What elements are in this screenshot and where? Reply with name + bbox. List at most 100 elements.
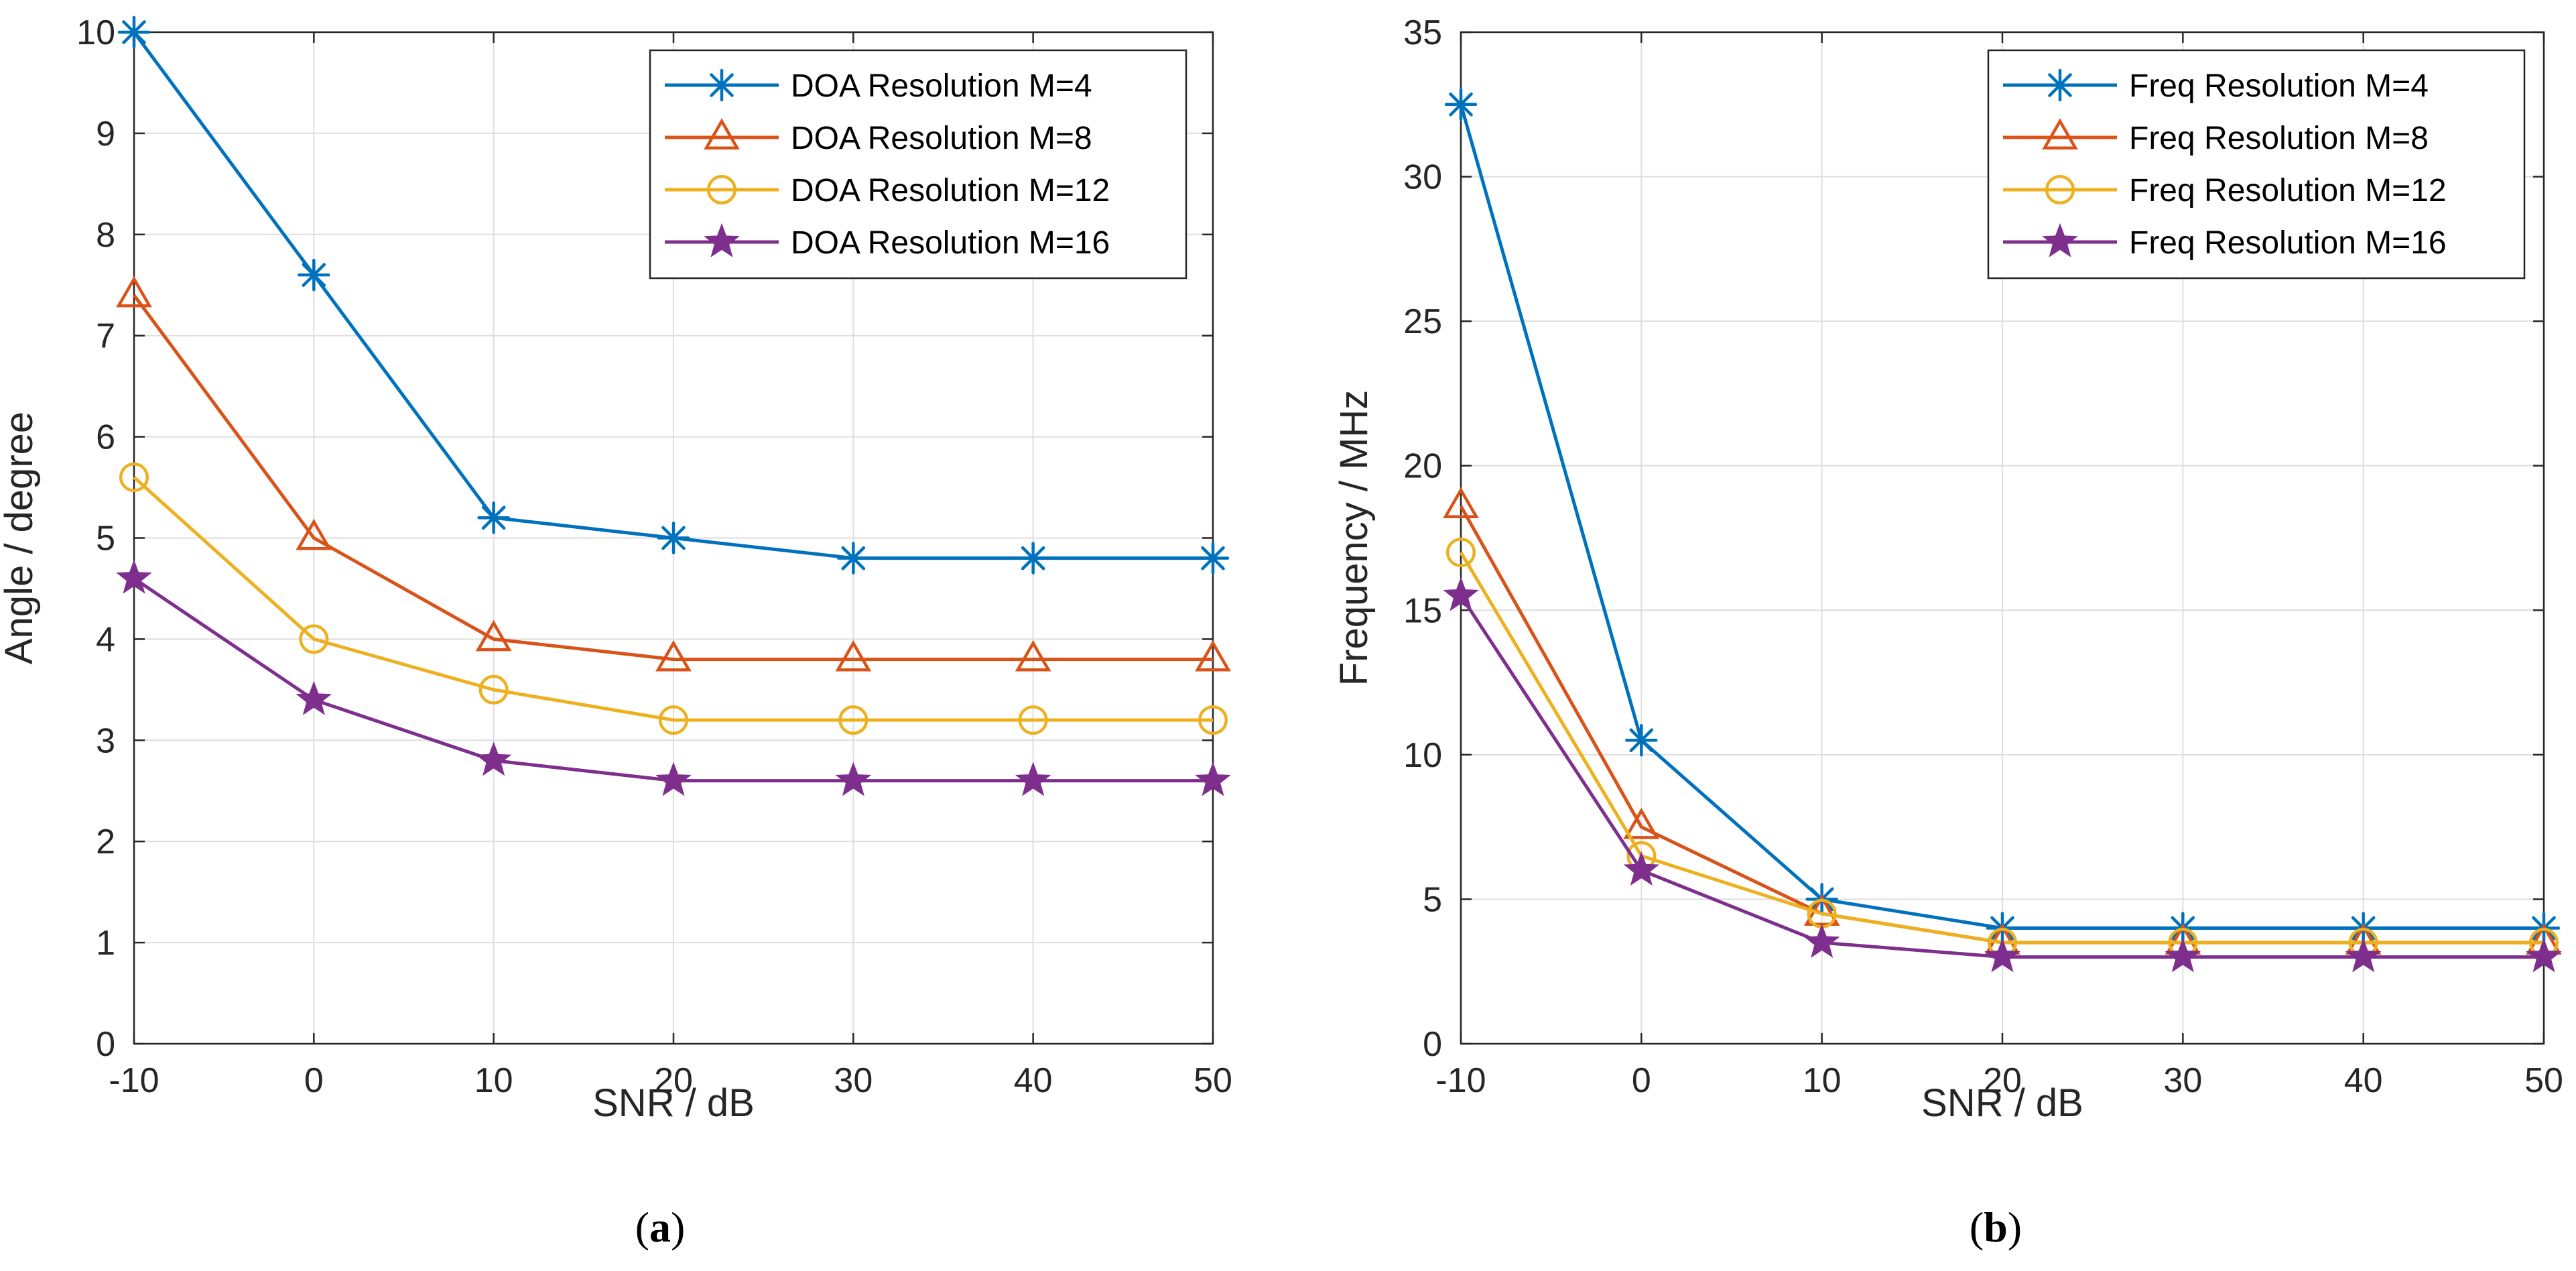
data-point [475,619,512,652]
y-tick-label: 10 [1403,736,1442,775]
y-tick-label: 5 [96,520,115,558]
x-tick-label: -10 [109,1061,159,1100]
legend-marker [704,118,740,149]
data-point [296,518,332,550]
x-axis-label: SNR / dB [1921,1081,2083,1125]
legend-label: Freq Resolution M=12 [2129,173,2447,208]
y-tick-label: 15 [1403,591,1442,630]
x-tick-label: 40 [1014,1061,1053,1100]
data-point [838,705,868,735]
legend: DOA Resolution M=4 DOA Resolution M=8 DOA … [649,49,1187,280]
data-point [1443,577,1479,611]
data-point [296,680,332,715]
data-point [116,559,152,594]
data-point [1623,807,1660,839]
x-tick-label: 20 [1983,1061,2022,1100]
series-m16 [1443,577,2562,973]
legend-marker [2042,223,2078,257]
y-axis-label: Frequency / MHz [1332,390,1376,686]
legend-box [1987,49,2526,280]
series-m12 [119,462,1228,735]
legend-label: DOA Resolution M=8 [791,121,1092,156]
data-point [1195,640,1231,672]
data-point [299,624,329,654]
y-tick-label: 30 [1403,158,1442,197]
data-point [1015,762,1051,796]
data-point [657,522,690,554]
data-point [1625,724,1658,757]
data-point [298,258,330,292]
x-tick-label: 0 [304,1061,324,1100]
y-tick-label: 2 [96,823,115,861]
data-point [117,15,151,49]
y-tick-label: 35 [1403,13,1442,52]
data-point [1803,923,1840,958]
x-tick-label: 40 [2344,1061,2383,1100]
data-point [477,501,510,534]
figure-caption: (b) [1970,1203,2022,1251]
y-tick-label: 0 [1423,1025,1442,1064]
data-point [1196,542,1230,574]
series-m8 [116,276,1231,672]
data-point [1444,88,1478,121]
data-point [1623,851,1660,886]
y-axis-label: Angle / degree [0,412,41,664]
legend-label: Freq Resolution M=8 [2129,121,2429,156]
y-tick-label: 0 [96,1025,115,1064]
data-point [1984,938,2020,973]
y-tick-label: 1 [96,924,115,963]
y-tick-label: 7 [96,317,115,356]
data-point [655,762,692,796]
legend-label: DOA Resolution M=4 [791,68,1092,104]
data-point [2165,938,2201,973]
data-point [1018,705,1048,735]
data-point [2526,938,2562,973]
legend-label: DOA Resolution M=16 [791,225,1110,261]
legend-box [649,49,1187,280]
y-tick-label: 3 [96,721,115,760]
y-tick-label: 10 [76,13,115,52]
x-tick-label: -10 [1435,1061,1486,1100]
caption-open-paren: ( [635,1203,649,1251]
legend-label: DOA Resolution M=12 [791,173,1110,208]
data-point [1198,705,1228,735]
data-point [658,705,689,735]
data-point [835,640,872,672]
series-m4 [117,15,1230,574]
x-tick-label: 50 [1194,1061,1232,1100]
legend-label: Freq Resolution M=16 [2129,225,2447,261]
series-line [132,294,1213,662]
x-tick-label: 10 [474,1061,513,1100]
caption-close-paren: ) [2008,1203,2022,1251]
legend-marker [2045,174,2075,205]
data-point [475,741,512,776]
data-point [2345,938,2382,973]
x-tick-label: 10 [1803,1061,1842,1100]
data-point [1015,640,1051,672]
data-point [1195,762,1231,796]
y-tick-label: 6 [96,418,115,457]
y-tick-label: 8 [96,216,115,255]
data-point [655,640,692,672]
x-tick-label: 20 [654,1061,693,1100]
series-line [133,476,1213,722]
data-point [837,542,870,574]
caption-letter: a [649,1203,671,1251]
legend-marker [704,223,740,257]
data-point [116,276,152,308]
caption-letter: b [1984,1203,2008,1251]
y-tick-label: 25 [1403,302,1442,341]
figure-caption: (a) [635,1203,686,1251]
x-tick-label: 0 [1632,1061,1651,1100]
series-m16 [116,559,1231,796]
y-tick-label: 4 [96,620,115,659]
x-tick-label: 50 [2524,1061,2563,1100]
legend-marker [2043,68,2077,102]
y-tick-label: 5 [1423,880,1442,919]
y-tick-label: 9 [96,115,115,154]
data-point [1443,487,1479,519]
data-point [1017,542,1049,574]
